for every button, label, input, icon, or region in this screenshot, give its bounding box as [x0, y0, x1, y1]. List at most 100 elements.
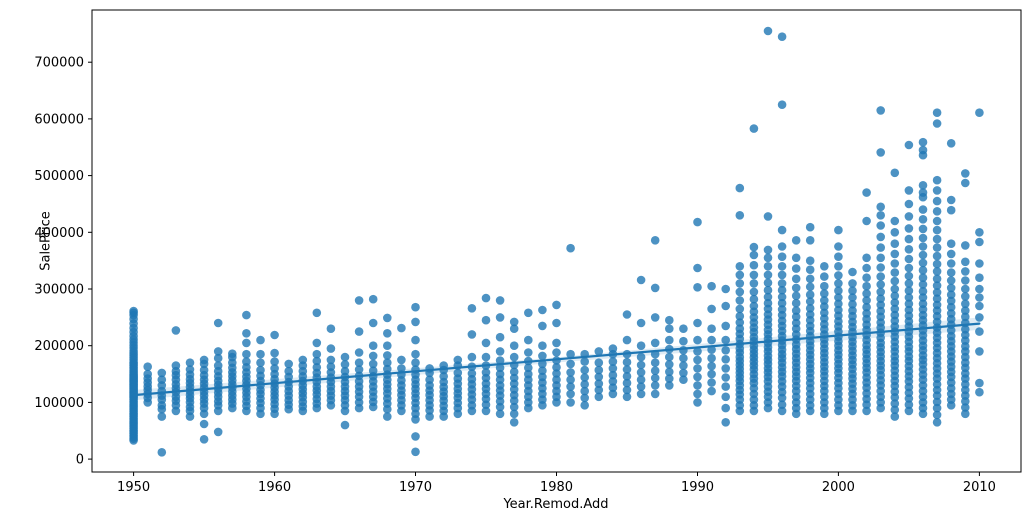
scatter-point	[495, 356, 505, 365]
scatter-point	[975, 313, 984, 322]
scatter-point	[242, 338, 251, 348]
scatter-point	[594, 379, 604, 389]
scatter-point	[735, 324, 745, 334]
scatter-point	[862, 263, 871, 273]
scatter-point	[270, 357, 279, 366]
scatter-point	[791, 253, 801, 263]
scatter-point	[580, 365, 589, 375]
x-axis-label: Year.Remod.Add	[503, 497, 609, 512]
scatter-point	[932, 196, 942, 206]
scatter-point	[693, 372, 702, 382]
scatter-point	[777, 406, 787, 416]
scatter-point	[763, 212, 773, 221]
scatter-point	[157, 412, 167, 421]
scatter-point	[946, 296, 956, 306]
scatter-point	[961, 312, 970, 322]
scatter-point	[904, 293, 914, 302]
scatter-point	[411, 447, 420, 457]
scatter-point	[481, 368, 491, 377]
scatter-point	[961, 403, 970, 412]
scatter-point	[693, 263, 702, 273]
scatter-point	[495, 347, 505, 356]
scatter-point	[848, 300, 857, 309]
scatter-point	[975, 284, 984, 294]
scatter-point	[256, 349, 265, 359]
x-tick-label: 2010	[963, 480, 996, 495]
scatter-point	[228, 349, 237, 359]
scatter-point	[340, 360, 350, 369]
scatter-point	[721, 382, 730, 391]
y-tick-label: 700000	[34, 56, 84, 71]
scatter-point	[566, 398, 575, 407]
scatter-point	[509, 324, 519, 334]
scatter-point	[876, 263, 885, 272]
scatter-point	[524, 308, 533, 318]
scatter-point	[411, 317, 420, 327]
scatter-point	[340, 352, 350, 362]
scatter-point	[636, 368, 646, 377]
scatter-point	[820, 296, 829, 305]
scatter-point	[834, 279, 843, 288]
scatter-point	[777, 252, 787, 261]
scatter-point	[777, 292, 787, 302]
scatter-point	[848, 306, 857, 315]
scatter-point	[946, 239, 956, 248]
scatter-point	[538, 372, 547, 382]
scatter-point	[749, 270, 759, 280]
scatter-point	[735, 311, 745, 321]
scatter-point	[890, 405, 900, 415]
scatter-point	[622, 357, 632, 367]
scatter-point	[918, 145, 928, 155]
scatter-point	[805, 290, 815, 300]
scatter-point	[707, 281, 716, 291]
y-tick-label: 400000	[34, 226, 84, 241]
scatter-point	[918, 266, 928, 275]
x-tick-label: 1950	[117, 480, 150, 495]
scatter-point	[383, 351, 392, 360]
scatter-point	[524, 363, 533, 373]
scatter-point	[594, 372, 604, 382]
scatter-point	[524, 348, 533, 357]
scatter-point	[312, 308, 322, 318]
scatter-point	[876, 148, 885, 157]
scatter-point	[524, 369, 533, 379]
scatter-point	[707, 345, 716, 355]
scatter-point	[848, 293, 857, 302]
scatter-point	[791, 291, 801, 301]
scatter-point	[622, 392, 632, 402]
scatter-point	[326, 362, 336, 372]
scatter-point	[566, 349, 575, 359]
scatter-point	[946, 195, 956, 205]
y-tick-label: 500000	[34, 169, 84, 184]
scatter-point	[693, 398, 702, 407]
scatter-point	[834, 299, 843, 309]
scatter-point	[805, 304, 815, 313]
scatter-point	[918, 188, 928, 197]
scatter-point	[650, 358, 660, 368]
scatter-point	[157, 375, 167, 385]
scatter-point	[453, 368, 463, 378]
scatter-point	[735, 287, 745, 297]
scatter-point	[566, 375, 575, 385]
scatter-point	[636, 360, 646, 370]
scatter-point	[876, 232, 885, 242]
scatter-point	[481, 315, 491, 325]
scatter-point	[171, 326, 181, 335]
scatter-point	[326, 355, 336, 365]
scatter-point	[890, 304, 900, 314]
scatter-point	[509, 402, 519, 412]
scatter-point	[749, 260, 759, 270]
scatter-point	[509, 373, 519, 383]
scatter-point	[650, 313, 660, 322]
scatter-point	[608, 389, 618, 399]
scatter-point	[707, 378, 716, 387]
scatter-point	[495, 313, 505, 322]
scatter-point	[636, 375, 646, 385]
y-tick-label: 200000	[34, 339, 84, 354]
scatter-point	[932, 418, 942, 427]
scatter-point	[862, 296, 871, 305]
scatter-point	[932, 294, 942, 304]
scatter-point	[735, 318, 745, 327]
scatter-point	[256, 358, 265, 368]
